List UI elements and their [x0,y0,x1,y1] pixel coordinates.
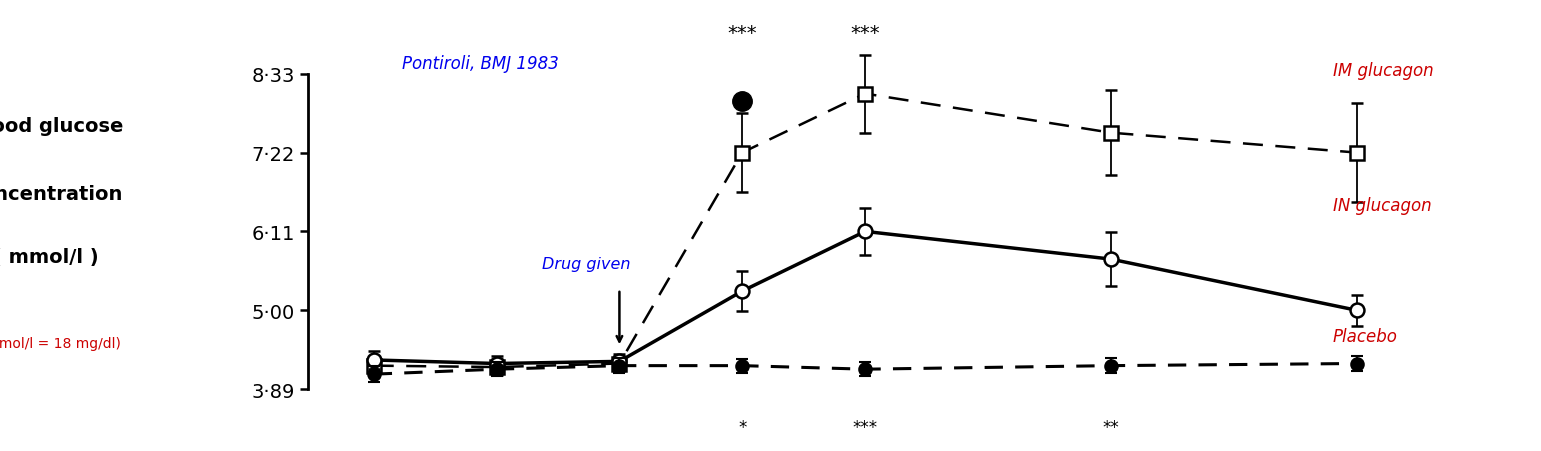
Text: *: * [738,418,746,436]
Text: ***: *** [852,418,878,436]
Text: IN glucagon: IN glucagon [1333,197,1432,215]
Text: concentration: concentration [0,184,123,203]
Text: ***: *** [727,24,757,43]
Text: Placebo: Placebo [1333,327,1398,345]
Text: **: ** [1102,418,1119,436]
Text: Drug given: Drug given [542,257,630,272]
Text: ***: *** [851,24,880,43]
Text: Pontiroli, BMJ 1983: Pontiroli, BMJ 1983 [402,55,559,73]
Text: Blood glucose: Blood glucose [0,117,123,136]
Text: IM glucagon: IM glucagon [1333,62,1433,80]
Text: ( mmol/l ): ( mmol/l ) [0,248,99,267]
Text: (1mmol/l = 18 mg/dl): (1mmol/l = 18 mg/dl) [0,336,122,350]
